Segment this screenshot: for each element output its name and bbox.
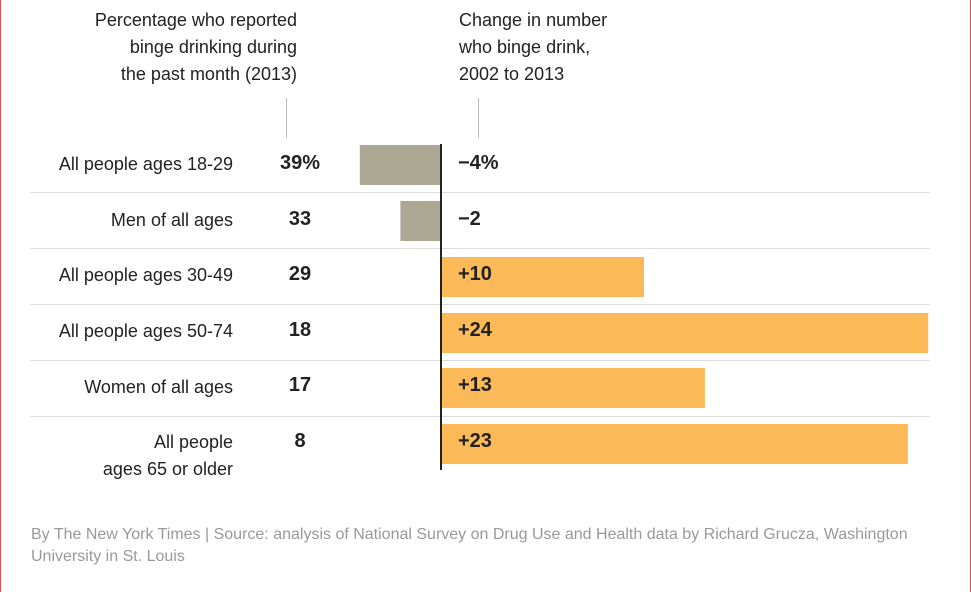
change-value: +23 (458, 430, 492, 452)
percent-column-header: Percentage who reported binge drinking d… (94, 10, 297, 84)
row-separator (30, 416, 930, 417)
row-label: All people ages 30-49 (58, 265, 233, 285)
row-separator (30, 304, 930, 305)
change-value: +24 (458, 319, 492, 341)
percent-value: 18 (288, 319, 312, 341)
change-value: −2 (458, 208, 481, 230)
change-value: −4% (458, 152, 499, 174)
row-label: Women of all ages (84, 377, 233, 397)
bar-1 (359, 145, 441, 185)
row-label: All people ages 18-29 (58, 154, 233, 174)
bar-3 (441, 257, 644, 297)
row-separator (30, 192, 930, 193)
percent-value: 33 (288, 208, 312, 230)
percent-value: 39% (279, 152, 321, 174)
row-label: Men of all ages (110, 210, 233, 230)
source-note: By The New York Times | Source: analysis… (31, 526, 908, 565)
bar-6 (441, 424, 908, 464)
change-value: +10 (458, 263, 492, 285)
percent-header-tick (286, 98, 287, 138)
row-label: All people ages 65 or older (102, 432, 233, 479)
change-value: +13 (458, 374, 492, 396)
change-header-tick (478, 98, 479, 138)
percent-value: 29 (288, 263, 312, 285)
row-separator (30, 360, 930, 361)
change-column-header: Change in number who binge drink, 2002 t… (459, 10, 608, 84)
percent-value: 17 (288, 374, 312, 396)
percent-value: 8 (294, 430, 306, 452)
row-label: All people ages 50-74 (58, 321, 233, 341)
bar-5 (441, 368, 705, 408)
row-separator (30, 248, 930, 249)
bar-4 (441, 313, 929, 353)
bar-2 (400, 201, 441, 241)
